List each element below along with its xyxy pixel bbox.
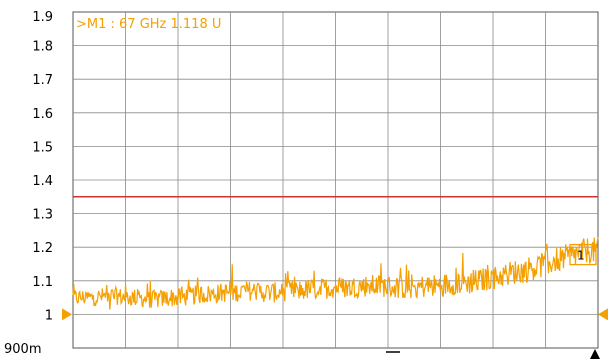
y-tick-label: 1.3 (32, 208, 53, 223)
marker-readout: >M1 : 67 GHz 1.118 U (76, 17, 221, 32)
y-tick-label: 1.1 (32, 275, 53, 290)
marker-label: 1 (577, 249, 585, 263)
reference-level-left-arrow-icon (62, 308, 72, 321)
y-tick-label: 1.7 (32, 73, 53, 88)
y-tick-label: 1.6 (32, 107, 53, 122)
y-tick-label: 1.9 (32, 10, 53, 25)
marker-1: 1 (569, 243, 597, 266)
stop-marker-up-arrow-icon (590, 349, 600, 359)
series-line (72, 237, 599, 310)
y-axis-ticks: 1.9 1.8 1.7 1.6 1.5 1.4 1.3 1.2 1.1 1 900m (4, 10, 53, 357)
reference-level-right-arrow-icon (598, 308, 608, 321)
y-tick-label: 1.8 (32, 40, 53, 55)
marker-box (569, 243, 597, 266)
y-tick-label: 900m (4, 342, 41, 357)
y-tick-label: 1 (45, 308, 53, 323)
y-tick-label: 1.2 (32, 241, 53, 256)
y-tick-label: 1.5 (32, 140, 53, 155)
y-tick-label: 1.4 (32, 174, 53, 189)
